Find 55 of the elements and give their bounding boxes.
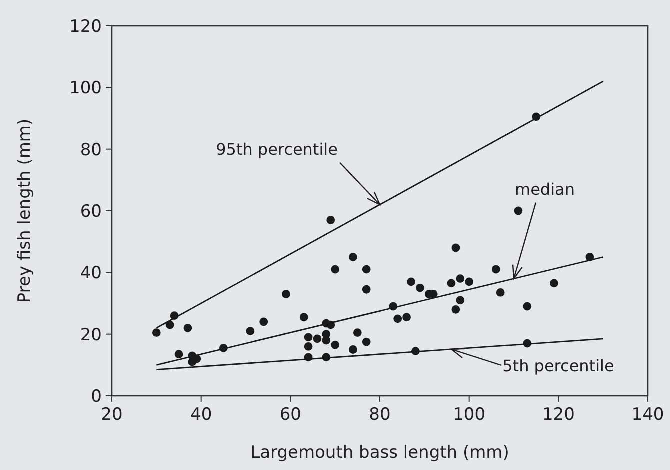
point bbox=[447, 279, 456, 288]
point bbox=[394, 314, 402, 324]
point bbox=[174, 350, 184, 359]
point bbox=[166, 320, 174, 330]
point bbox=[349, 253, 358, 262]
point bbox=[416, 284, 424, 292]
x-tick-label: 100 bbox=[453, 405, 486, 425]
point bbox=[550, 279, 558, 288]
point bbox=[514, 206, 523, 216]
annotation: median bbox=[515, 180, 575, 199]
point bbox=[407, 278, 416, 286]
point bbox=[402, 313, 411, 322]
point bbox=[362, 265, 371, 274]
point bbox=[362, 338, 371, 346]
point bbox=[326, 216, 336, 224]
point bbox=[331, 340, 340, 350]
x-tick-label: 60 bbox=[280, 405, 302, 425]
point bbox=[456, 296, 465, 305]
point bbox=[496, 288, 505, 297]
point bbox=[304, 342, 313, 351]
point bbox=[465, 278, 474, 286]
point bbox=[313, 334, 322, 344]
x-tick-label: 40 bbox=[190, 405, 212, 425]
y-tick-label: 80 bbox=[80, 140, 102, 160]
point bbox=[456, 274, 465, 284]
point bbox=[492, 265, 500, 274]
point bbox=[322, 336, 331, 345]
point bbox=[353, 328, 362, 337]
point bbox=[362, 285, 371, 294]
point bbox=[304, 333, 313, 342]
x-tick-label: 140 bbox=[632, 405, 664, 425]
point bbox=[452, 244, 460, 252]
point bbox=[300, 313, 308, 322]
x-axis-title: Largemouth bass length (mm) bbox=[250, 443, 510, 463]
y-tick-label: 100 bbox=[70, 78, 102, 99]
y-tick-label: 40 bbox=[80, 264, 102, 284]
annotation: 5th percentile bbox=[502, 356, 614, 376]
point bbox=[184, 324, 192, 332]
y-tick-label: 60 bbox=[80, 202, 102, 222]
y-tick-label: 20 bbox=[80, 325, 102, 346]
point bbox=[452, 305, 460, 314]
y-tick-label: 120 bbox=[70, 16, 102, 37]
y-axis-title: Prey fish length (mm) bbox=[15, 118, 35, 304]
point bbox=[152, 328, 161, 337]
point bbox=[260, 318, 268, 326]
y-tick-label: 0 bbox=[91, 386, 102, 407]
annotation: 95th percentile bbox=[216, 140, 338, 159]
x-tick-label: 20 bbox=[101, 405, 123, 425]
x-tick-label: 120 bbox=[542, 405, 575, 425]
point bbox=[523, 302, 532, 311]
point bbox=[349, 346, 358, 354]
point bbox=[246, 327, 255, 336]
point bbox=[282, 290, 290, 298]
x-tick-label: 80 bbox=[369, 405, 391, 425]
point bbox=[331, 265, 340, 274]
